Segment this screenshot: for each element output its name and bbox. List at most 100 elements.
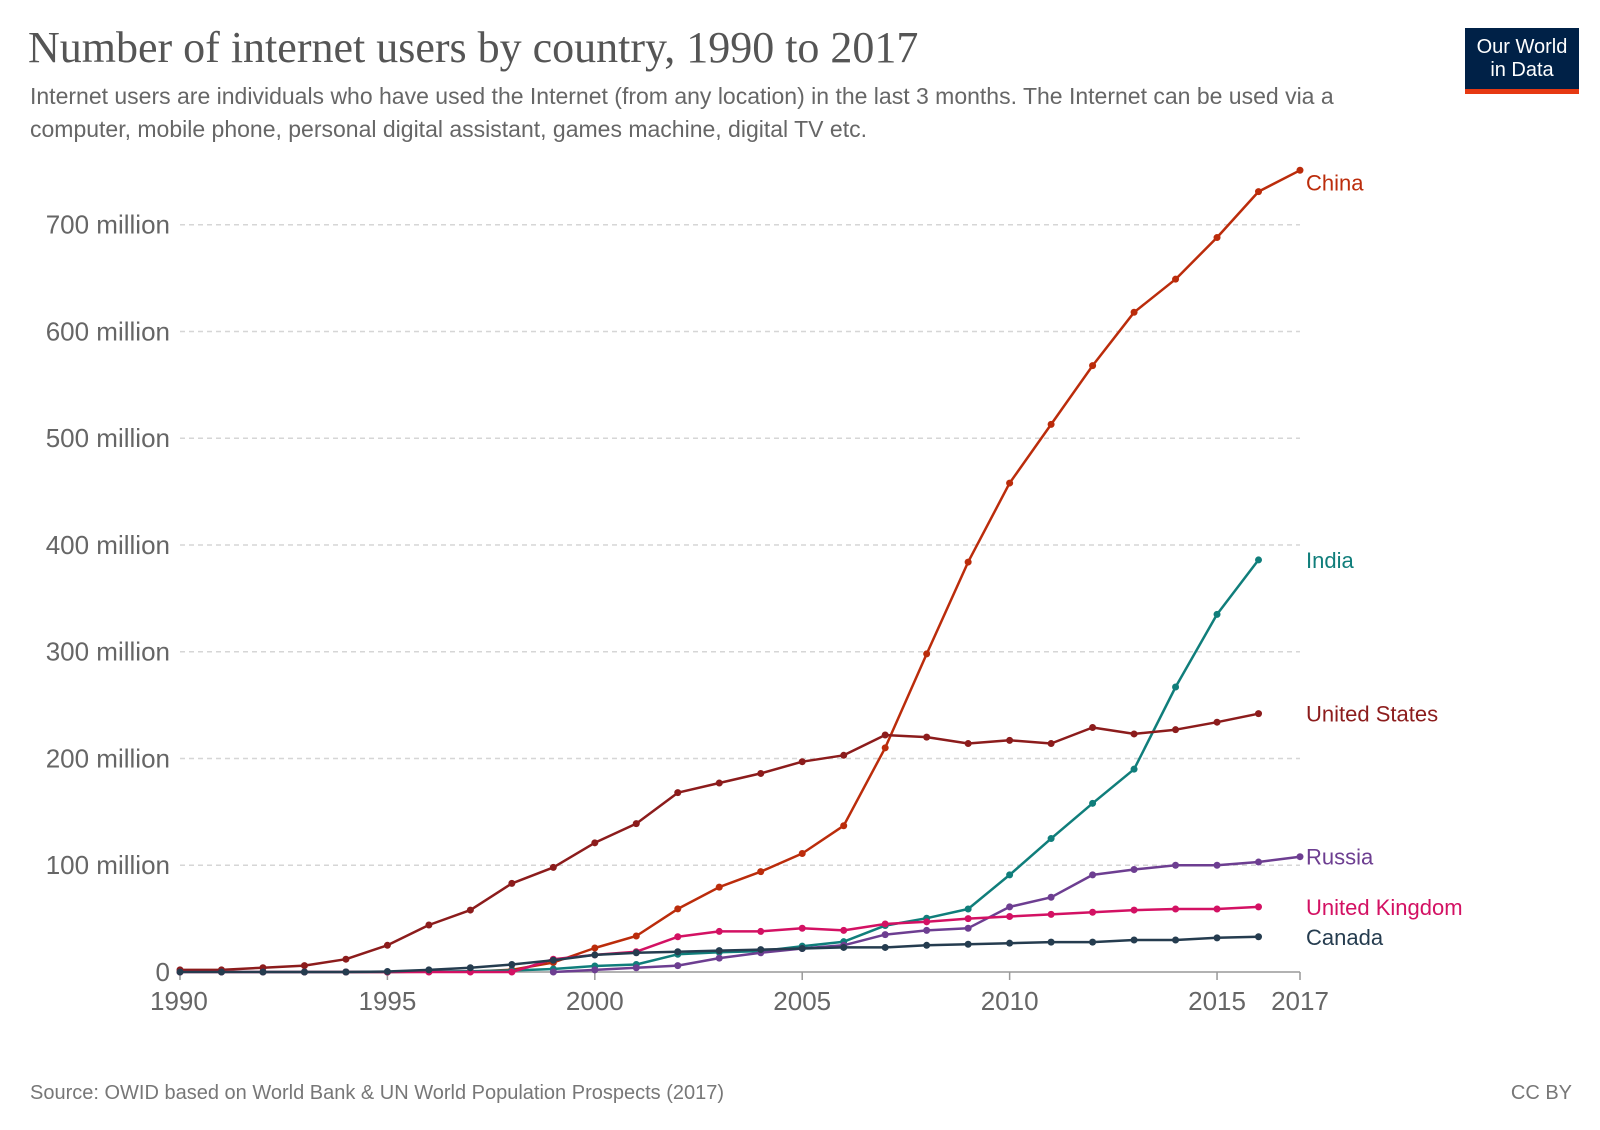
data-point-united-states[interactable] xyxy=(466,906,474,914)
series-line-china[interactable] xyxy=(345,169,1301,974)
data-point-china[interactable] xyxy=(757,868,765,876)
data-point-russia[interactable] xyxy=(674,962,682,970)
series-label-united-states[interactable]: United States xyxy=(1306,702,1438,727)
data-point-china[interactable] xyxy=(1006,479,1014,487)
data-point-united-states[interactable] xyxy=(549,863,557,871)
data-point-united-states[interactable] xyxy=(840,751,848,759)
data-point-canada[interactable] xyxy=(1213,934,1221,942)
data-point-united-kingdom[interactable] xyxy=(757,927,765,935)
data-point-canada[interactable] xyxy=(1089,938,1097,946)
series-label-china[interactable]: China xyxy=(1306,170,1364,195)
data-point-china[interactable] xyxy=(798,850,806,858)
data-point-united-states[interactable] xyxy=(1130,730,1138,738)
data-point-india[interactable] xyxy=(1089,799,1097,807)
data-point-united-states[interactable] xyxy=(425,921,433,929)
data-point-united-kingdom[interactable] xyxy=(1089,908,1097,916)
data-point-united-states[interactable] xyxy=(923,733,931,741)
data-point-china[interactable] xyxy=(1172,275,1180,283)
data-point-united-kingdom[interactable] xyxy=(798,924,806,932)
data-point-united-states[interactable] xyxy=(1006,736,1014,744)
owid-logo[interactable]: Our World in Data xyxy=(1465,28,1579,94)
data-point-russia[interactable] xyxy=(1255,858,1263,866)
data-point-china[interactable] xyxy=(881,744,889,752)
data-point-united-kingdom[interactable] xyxy=(1047,910,1055,918)
data-point-united-states[interactable] xyxy=(1047,740,1055,748)
data-point-united-states[interactable] xyxy=(632,820,640,828)
data-point-united-states[interactable] xyxy=(300,962,308,970)
data-point-canada[interactable] xyxy=(1047,938,1055,946)
data-point-russia[interactable] xyxy=(923,926,931,934)
data-point-russia[interactable] xyxy=(549,968,557,976)
data-point-russia[interactable] xyxy=(1130,866,1138,874)
data-point-united-states[interactable] xyxy=(1255,710,1263,718)
data-point-china[interactable] xyxy=(1296,166,1304,174)
data-point-united-kingdom[interactable] xyxy=(923,918,931,926)
data-point-canada[interactable] xyxy=(383,967,391,975)
data-point-canada[interactable] xyxy=(1130,936,1138,944)
data-point-canada[interactable] xyxy=(632,949,640,957)
data-point-united-states[interactable] xyxy=(591,839,599,847)
data-point-china[interactable] xyxy=(923,650,931,658)
data-point-united-states[interactable] xyxy=(674,789,682,797)
series-label-russia[interactable]: Russia xyxy=(1306,845,1374,870)
data-point-russia[interactable] xyxy=(881,931,889,939)
data-point-canada[interactable] xyxy=(757,946,765,954)
data-point-india[interactable] xyxy=(1213,610,1221,618)
data-point-india[interactable] xyxy=(1130,765,1138,773)
series-line-russia[interactable] xyxy=(553,855,1301,974)
data-point-united-kingdom[interactable] xyxy=(1130,906,1138,914)
data-point-united-states[interactable] xyxy=(508,879,516,887)
data-point-russia[interactable] xyxy=(715,954,723,962)
data-point-china[interactable] xyxy=(715,883,723,891)
data-point-china[interactable] xyxy=(632,932,640,940)
data-point-united-states[interactable] xyxy=(757,769,765,777)
data-point-china[interactable] xyxy=(1213,234,1221,242)
data-point-canada[interactable] xyxy=(798,945,806,953)
data-point-canada[interactable] xyxy=(549,956,557,964)
data-point-united-kingdom[interactable] xyxy=(1172,905,1180,913)
data-point-canada[interactable] xyxy=(342,968,350,976)
data-point-canada[interactable] xyxy=(1255,933,1263,941)
data-point-canada[interactable] xyxy=(176,968,184,976)
data-point-canada[interactable] xyxy=(674,948,682,956)
data-point-united-states[interactable] xyxy=(1172,726,1180,734)
data-point-united-kingdom[interactable] xyxy=(1213,905,1221,913)
data-point-canada[interactable] xyxy=(964,940,972,948)
series-label-india[interactable]: India xyxy=(1306,548,1354,573)
data-point-canada[interactable] xyxy=(300,968,308,976)
license-link[interactable]: CC BY xyxy=(1510,1082,1572,1104)
data-point-united-states[interactable] xyxy=(798,758,806,766)
data-point-united-states[interactable] xyxy=(1089,724,1097,732)
data-point-russia[interactable] xyxy=(1006,903,1014,911)
data-point-russia[interactable] xyxy=(1213,861,1221,869)
data-point-united-kingdom[interactable] xyxy=(1006,912,1014,920)
data-point-china[interactable] xyxy=(964,558,972,566)
data-point-united-kingdom[interactable] xyxy=(508,968,516,976)
data-point-india[interactable] xyxy=(1172,683,1180,691)
series-label-united-kingdom[interactable]: United Kingdom xyxy=(1306,895,1463,920)
data-point-united-kingdom[interactable] xyxy=(840,926,848,934)
data-point-united-states[interactable] xyxy=(964,740,972,748)
data-point-united-states[interactable] xyxy=(881,731,889,739)
data-point-canada[interactable] xyxy=(217,968,225,976)
data-point-china[interactable] xyxy=(840,822,848,830)
data-point-russia[interactable] xyxy=(591,966,599,974)
data-point-united-states[interactable] xyxy=(383,941,391,949)
data-point-united-states[interactable] xyxy=(715,779,723,787)
data-point-canada[interactable] xyxy=(840,943,848,951)
data-point-canada[interactable] xyxy=(1172,936,1180,944)
series-label-canada[interactable]: Canada xyxy=(1306,925,1384,950)
data-point-canada[interactable] xyxy=(259,968,267,976)
data-point-russia[interactable] xyxy=(1296,853,1304,861)
data-point-united-kingdom[interactable] xyxy=(715,927,723,935)
data-point-united-kingdom[interactable] xyxy=(1255,903,1263,911)
data-point-russia[interactable] xyxy=(632,964,640,972)
data-point-india[interactable] xyxy=(1047,835,1055,843)
data-point-china[interactable] xyxy=(1255,188,1263,196)
data-point-canada[interactable] xyxy=(425,966,433,974)
data-point-russia[interactable] xyxy=(1089,871,1097,879)
data-point-china[interactable] xyxy=(1089,362,1097,370)
data-point-russia[interactable] xyxy=(1047,893,1055,901)
data-point-united-kingdom[interactable] xyxy=(674,933,682,941)
data-point-united-states[interactable] xyxy=(342,955,350,963)
